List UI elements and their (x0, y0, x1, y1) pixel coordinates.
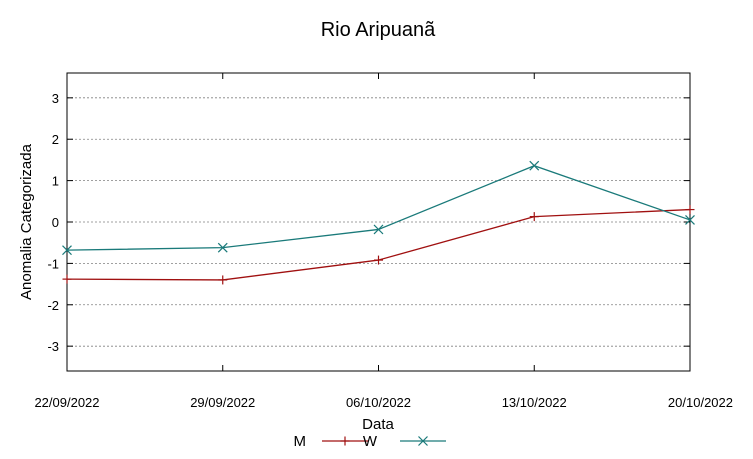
series-line-m (66, 208, 691, 281)
legend-label-w: W (363, 433, 378, 450)
x-tick-label: 20/10/2022 (668, 395, 733, 410)
data-point-m (218, 275, 228, 285)
series-line-w (66, 165, 691, 251)
y-tick-label: 1 (52, 174, 59, 189)
y-axis-label: Anomalia Categorizada (18, 143, 35, 300)
y-tick-label: -1 (47, 256, 59, 271)
grid-lines (67, 97, 690, 347)
legend-marker-m (340, 436, 350, 446)
x-tick-label: 22/09/2022 (34, 395, 99, 410)
chart-title: Rio Aripuanã (321, 19, 436, 41)
legend-label-m: M (294, 433, 307, 450)
x-tick-label: 13/10/2022 (502, 395, 567, 410)
y-tick-label: 0 (52, 215, 59, 230)
y-tick-label: 2 (52, 132, 59, 147)
legend-marker-w (418, 436, 428, 446)
y-tick-label: 3 (52, 91, 59, 106)
data-point-m (374, 255, 383, 265)
data-point-w (373, 224, 384, 235)
x-tick-label: 29/09/2022 (190, 395, 255, 410)
data-point-m (529, 212, 539, 222)
data-point-w (685, 215, 695, 225)
data-point-w (529, 160, 540, 171)
x-axis: 22/09/2022 29/09/2022 06/10/2022 13/10/2022… (34, 73, 733, 410)
y-axis: -3 -2 -1 0 1 2 3 (47, 91, 690, 354)
y-tick-label: -2 (47, 298, 59, 313)
data-point-m (62, 274, 72, 284)
data-point-w (62, 245, 72, 256)
data-point-w (217, 242, 228, 253)
x-tick-label: 06/10/2022 (346, 395, 411, 410)
data-point-m (685, 205, 695, 215)
x-axis-label: Data (362, 416, 394, 433)
y-tick-label: -3 (47, 339, 59, 354)
series-layer (62, 160, 695, 285)
